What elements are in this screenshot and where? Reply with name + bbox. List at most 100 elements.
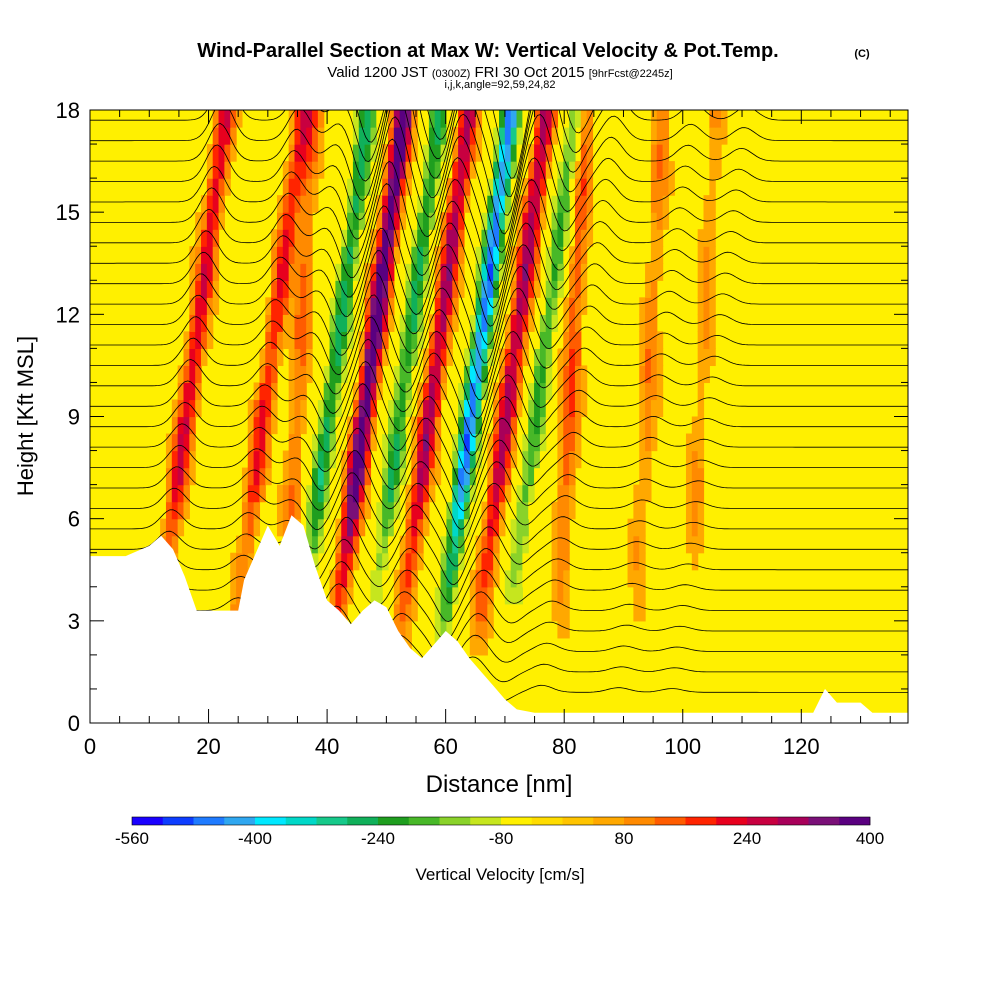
velocity-cell (504, 416, 512, 435)
velocity-cell (650, 331, 658, 349)
velocity-cell (417, 297, 424, 315)
velocity-cell (504, 365, 512, 384)
velocity-cell (551, 501, 559, 520)
velocity-cell (399, 450, 407, 469)
velocity-cell (411, 331, 418, 349)
velocity-cell (294, 450, 301, 469)
isentrope-line (90, 110, 908, 235)
velocity-cell (393, 450, 401, 469)
velocity-cell (306, 195, 313, 213)
velocity-cell (440, 161, 448, 179)
velocity-cell (691, 535, 699, 554)
velocity-cell (709, 212, 716, 230)
velocity-cell (440, 586, 448, 605)
velocity-cell (399, 552, 407, 571)
velocity-cell (236, 552, 243, 571)
y-axis-label: Height [Kft MSL] (13, 336, 38, 496)
velocity-cell (557, 535, 564, 554)
velocity-cell (569, 501, 576, 520)
velocity-cell (557, 161, 564, 179)
y-tick-label: 12 (56, 302, 80, 327)
velocity-cell (569, 110, 576, 128)
isentrope-line (90, 450, 908, 530)
velocity-cell (405, 620, 412, 639)
velocity-cell (463, 195, 471, 213)
velocity-cell (306, 331, 313, 349)
velocity-cell (463, 161, 471, 179)
velocity-cell (656, 246, 664, 264)
velocity-cell (656, 331, 664, 349)
velocity-cell (645, 331, 652, 349)
velocity-cell (522, 280, 529, 298)
velocity-cell (165, 450, 173, 469)
velocity-cell (516, 399, 523, 418)
velocity-cell (627, 535, 634, 554)
isentrope-line (90, 160, 908, 291)
velocity-cell (370, 433, 377, 452)
isentrope-line (356, 110, 594, 179)
velocity-cell (423, 365, 430, 384)
velocity-cell (487, 229, 494, 247)
velocity-cell (639, 518, 646, 537)
velocity-cell (481, 314, 488, 332)
velocity-cell (645, 467, 652, 486)
velocity-cell (294, 280, 301, 298)
velocity-cell (423, 501, 430, 520)
velocity-cell (458, 144, 465, 162)
velocity-cell (393, 501, 401, 520)
velocity-cell (300, 297, 307, 315)
isentrope-line (90, 338, 908, 438)
velocity-cell (195, 246, 202, 264)
velocity-cell (230, 127, 237, 145)
velocity-cell (709, 110, 716, 128)
velocity-cell (358, 365, 366, 384)
velocity-cell (358, 450, 366, 469)
velocity-cell (534, 263, 541, 281)
velocity-cell (539, 348, 547, 367)
velocity-cell (516, 365, 523, 384)
velocity-cell (405, 365, 412, 384)
velocity-cell (557, 280, 564, 298)
velocity-cell (247, 467, 255, 486)
velocity-cell (662, 110, 670, 128)
velocity-cell (271, 280, 278, 298)
velocity-cell (206, 246, 214, 264)
velocity-cell (393, 399, 401, 418)
velocity-cell (423, 178, 430, 196)
velocity-cell (282, 484, 290, 503)
colorbar-tick-label: -80 (489, 829, 514, 848)
velocity-cell (411, 416, 418, 435)
velocity-cell (499, 518, 506, 537)
velocity-cell (516, 348, 523, 367)
velocity-cell (440, 365, 448, 384)
velocity-cell (259, 433, 266, 452)
velocity-cell (417, 467, 424, 486)
velocity-cell (376, 518, 383, 537)
velocity-cell (633, 501, 640, 520)
velocity-cell (323, 365, 331, 384)
velocity-cell (306, 501, 313, 520)
velocity-cell (469, 110, 477, 128)
velocity-cell (475, 246, 483, 264)
velocity-cell (446, 552, 453, 571)
velocity-cell (569, 280, 576, 298)
velocity-cell (463, 110, 471, 128)
velocity-cell (662, 127, 670, 145)
velocity-cell (434, 348, 442, 367)
velocity-cell (387, 382, 395, 401)
velocity-cell (510, 365, 518, 384)
velocity-cell (469, 416, 477, 435)
velocity-cell (335, 365, 342, 384)
velocity-cell (428, 331, 436, 349)
velocity-cell (662, 212, 670, 230)
velocity-cell (446, 297, 453, 315)
velocity-cell (703, 365, 710, 384)
velocity-cell (645, 365, 652, 384)
velocity-cell (440, 127, 448, 145)
velocity-cell (528, 501, 535, 520)
velocity-cell (574, 331, 582, 349)
velocity-cell (516, 467, 523, 486)
velocity-cell (528, 484, 535, 503)
velocity-cell (691, 484, 699, 503)
velocity-cell (580, 144, 588, 162)
